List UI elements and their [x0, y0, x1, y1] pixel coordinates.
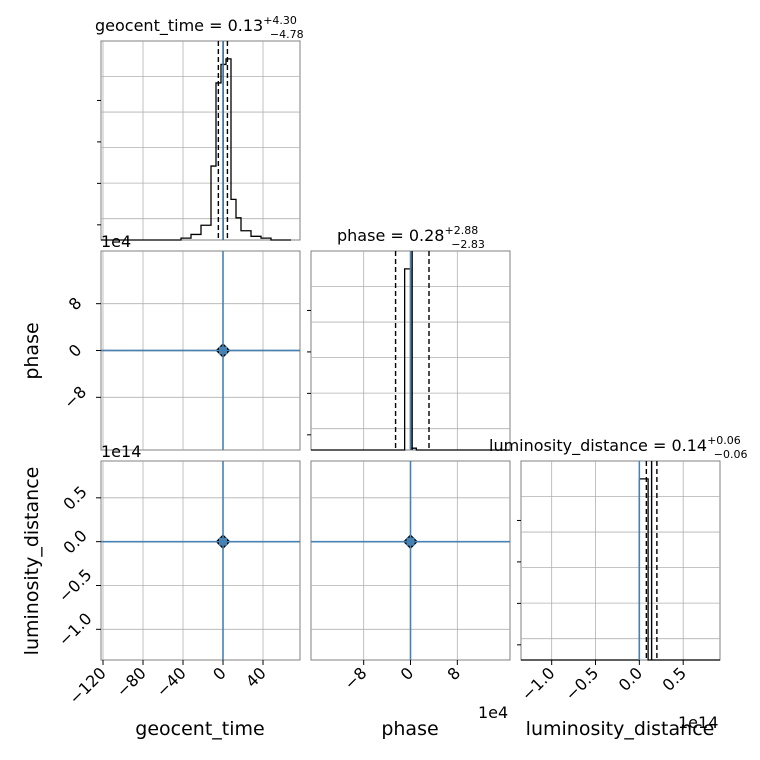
y-tick-label-luminosity_distance: −1.0 [55, 609, 96, 650]
x-tick-label-phase: 0 [397, 663, 418, 684]
offset-label-phase-x: 1e4 [478, 703, 508, 722]
xlabel-geocent_time: geocent_time [135, 718, 264, 740]
truth-marker-luminosity_distance-vs-phase [406, 537, 415, 546]
panel-luminosity_distance-vs-geocent_time [100, 460, 301, 661]
y-tick-label-phase: 8 [65, 293, 86, 314]
truth-marker-luminosity_distance-vs-geocent_time [219, 537, 227, 546]
ylabel-luminosity_distance: luminosity_distance [21, 467, 43, 656]
xlabel-phase: phase [381, 718, 438, 740]
y-tick-label-luminosity_distance: 0.5 [59, 482, 90, 513]
offset-label-luminosity-y: 1e14 [101, 442, 141, 461]
x-tick-label-luminosity_distance: −1.0 [518, 663, 559, 704]
x-tick-label-geocent_time: −40 [153, 663, 190, 700]
xlabel-luminosity_distance: luminosity_distance [526, 718, 715, 740]
title-luminosity_distance: luminosity_distance = 0.14+0.06 −0.06 [489, 434, 748, 461]
y-tick-label-luminosity_distance: −0.5 [55, 565, 96, 606]
panel-geocent_time-vs-geocent_time [100, 40, 301, 241]
y-tick-label-phase: −8 [60, 382, 90, 412]
x-tick-label-luminosity_distance: 0.5 [659, 663, 690, 694]
x-tick-label-phase: −8 [340, 663, 370, 693]
x-tick-label-luminosity_distance: 0.0 [615, 663, 646, 694]
x-tick-label-geocent_time: 0 [209, 663, 230, 684]
x-tick-label-geocent_time: 40 [242, 663, 270, 691]
x-tick-label-geocent_time: −80 [113, 663, 150, 700]
x-tick-label-luminosity_distance: −0.5 [561, 663, 602, 704]
title-geocent_time: geocent_time = 0.13+4.30 −4.78 [95, 14, 304, 41]
title-phase: phase = 0.28+2.88 −2.83 [337, 224, 485, 251]
panel-luminosity_distance-vs-luminosity_distance [520, 460, 721, 661]
panel-frame [520, 460, 721, 661]
ylabel-phase: phase [21, 322, 43, 379]
offset-label-luminosity-x: 1e14 [678, 713, 718, 732]
y-tick-label-luminosity_distance: 0.0 [59, 526, 90, 557]
panel-frame [100, 460, 301, 661]
truth-marker-phase-vs-geocent_time [219, 346, 227, 355]
panel-frame [100, 40, 301, 241]
offset-label-phase-y: 1e4 [101, 232, 131, 251]
y-tick-label-phase: 0 [65, 340, 86, 361]
x-tick-label-phase: 8 [444, 663, 465, 684]
x-tick-label-geocent_time: −120 [65, 663, 110, 708]
histogram-luminosity_distance [521, 478, 720, 661]
